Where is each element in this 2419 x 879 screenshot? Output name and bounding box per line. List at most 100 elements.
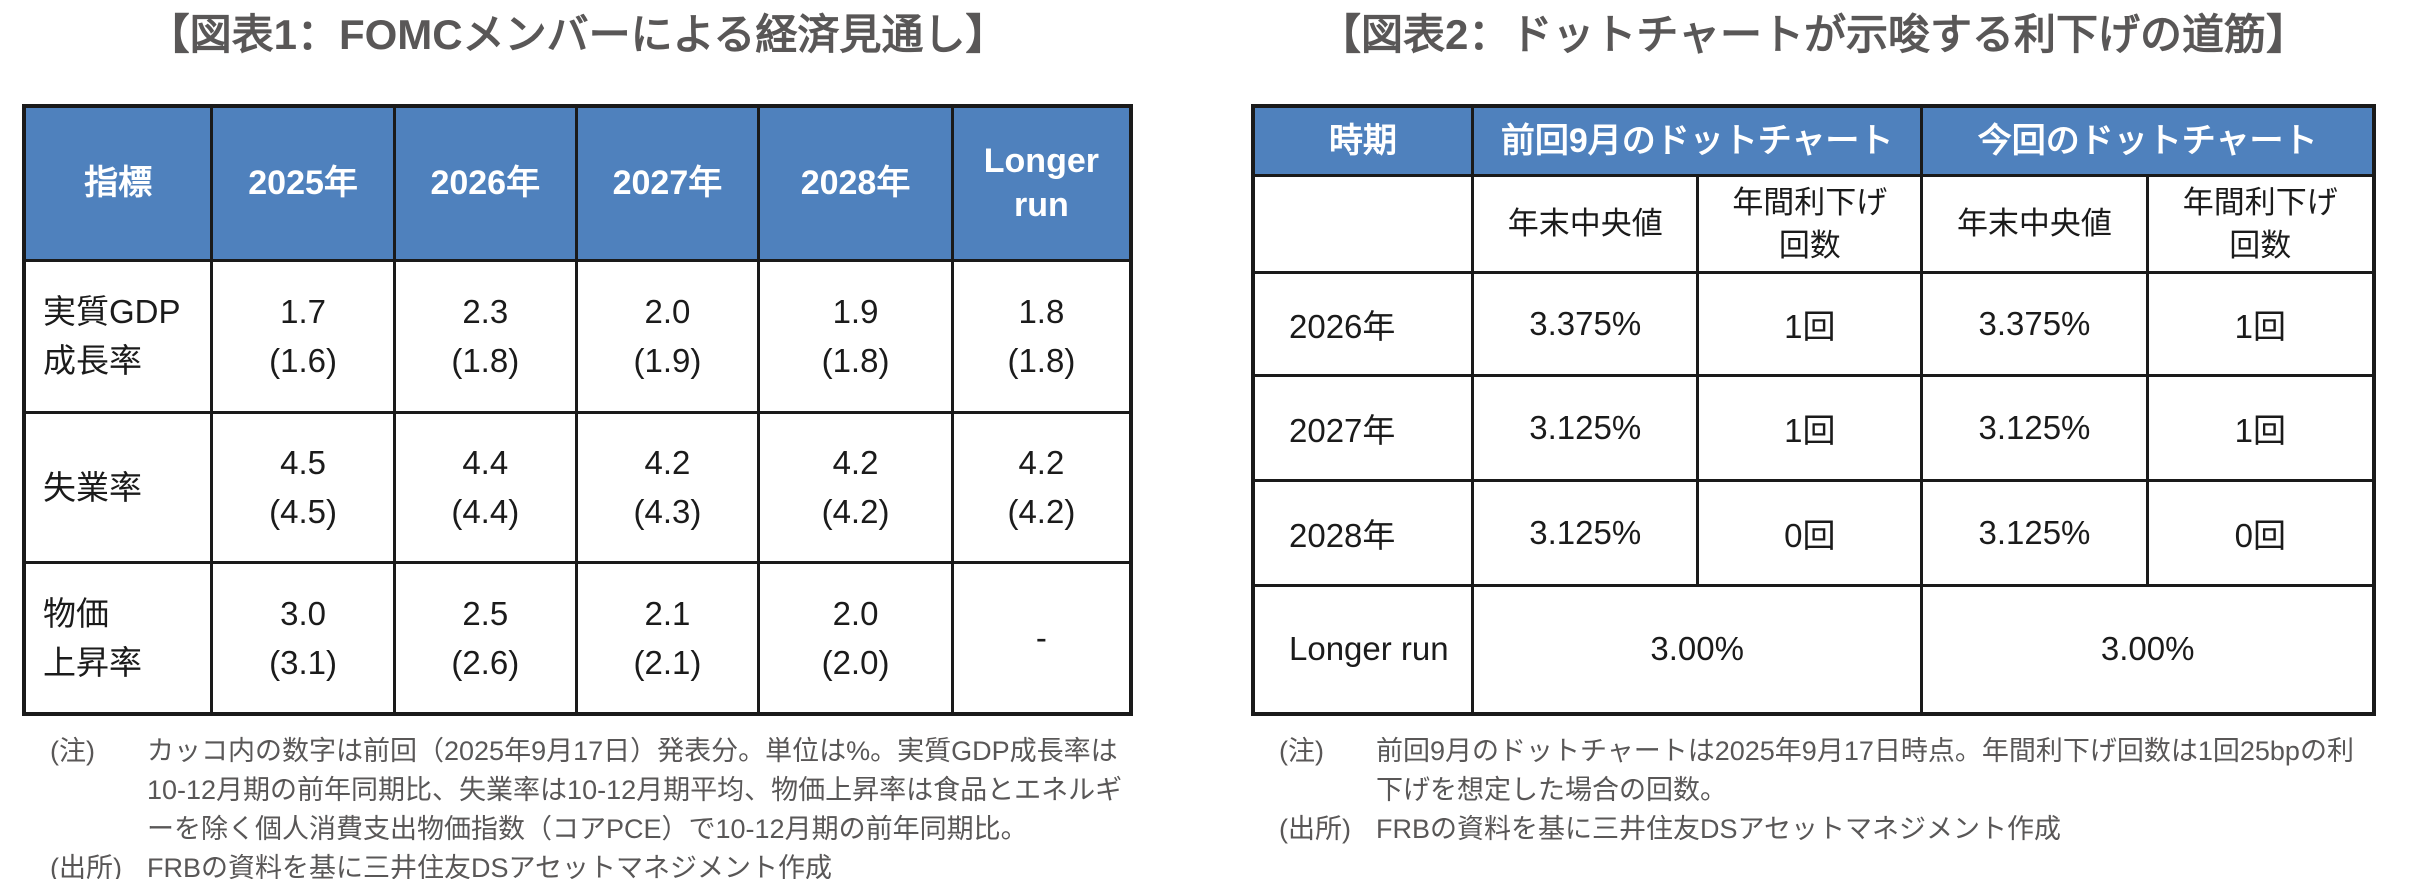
row-label-line2: 成長率	[43, 342, 142, 379]
row-label-line1: 物価	[43, 594, 109, 632]
previous-value-line: (2.6)	[451, 643, 520, 681]
cell-2028-current-median: 3.125%	[1920, 478, 2149, 587]
figure2-header-current-dot-chart: 今回のドットチャート	[1920, 104, 2376, 177]
subheader-line2: 回数	[1778, 227, 1841, 263]
figure1-source: (出所) FRBの資料を基に三井住友DSアセットマネジメント作成	[22, 849, 1133, 879]
row-label-line1: 実質GDP	[43, 293, 181, 330]
value-line: 4.4	[462, 444, 509, 481]
previous-value-line: (1.8)	[1007, 342, 1076, 379]
subheader-current-annual-rate-cuts: 年間利下げ 回数	[2145, 173, 2376, 274]
cell-inflation-2028: 2.0 (2.0)	[757, 560, 954, 716]
subheader-current-year-end-median: 年末中央値	[1920, 173, 2149, 274]
subheader-prev-annual-rate-cuts: 年間利下げ 回数	[1696, 173, 1924, 274]
figure1-header-longer-run: Longer run	[950, 104, 1133, 262]
period-label-2027: 2027年	[1251, 373, 1475, 482]
row-label-line2: 上昇率	[43, 643, 142, 681]
source-label: (出所)	[50, 853, 122, 879]
note-text: カッコ内の数字は前回（2025年9月17日）発表分。単位は%。実質GDP成長率は…	[147, 736, 1123, 844]
figure2-table: 時期 前回9月のドットチャート 今回のドットチャート 年末中央値 年間利下げ 回…	[1251, 104, 2376, 716]
row-label-line1: 失業率	[43, 468, 142, 506]
cell-2027-current-cuts: 1回	[2145, 373, 2376, 482]
source-text: FRBの資料を基に三井住友DSアセットマネジメント作成	[1376, 814, 2061, 844]
figure2-source: (出所) FRBの資料を基に三井住友DSアセットマネジメント作成	[1251, 810, 2376, 849]
subheader-line1: 年間利下げ	[2182, 184, 2338, 220]
previous-value-line: (4.2)	[1007, 493, 1076, 530]
value-line: 1.9	[832, 293, 879, 330]
figure2-header-period: 時期	[1251, 104, 1475, 177]
value-line: -	[1035, 619, 1047, 657]
figure2-row-2026: 2026年 3.375% 1回 3.375% 1回	[1251, 270, 2376, 377]
row-label-real-gdp-growth: 実質GDP 成長率	[22, 258, 214, 414]
value-line: 4.2	[1018, 444, 1065, 481]
cell-2027-current-median: 3.125%	[1920, 373, 2149, 482]
figure2-title: 【図表2：ドットチャートが示唆する利下げの道筋】	[1319, 11, 2308, 58]
period-label-2026: 2026年	[1251, 270, 1475, 377]
value-line: 2.3	[462, 293, 509, 330]
note-label: (注)	[1279, 736, 1324, 766]
cell-gdp-2027: 2.0 (1.9)	[574, 258, 761, 414]
figure2-row-2027: 2027年 3.125% 1回 3.125% 1回	[1251, 373, 2376, 482]
figure1-row-unemployment: 失業率 4.5 (4.5) 4.4 (4.4) 4.2 (4.3)	[22, 410, 1133, 564]
note-text: 前回9月のドットチャートは2025年9月17日時点。年間利下げ回数は1回25bp…	[1376, 736, 2354, 805]
previous-value-line: (4.3)	[633, 493, 702, 530]
value-line: 2.5	[462, 594, 509, 632]
value-line: 4.5	[280, 444, 327, 481]
value-line: 1.7	[280, 293, 327, 330]
cell-2028-prev-median: 3.125%	[1471, 478, 1700, 587]
cell-2026-prev-cuts: 1回	[1696, 270, 1924, 377]
cell-2026-current-cuts: 1回	[2145, 270, 2376, 377]
cell-inflation-longer-run: -	[950, 560, 1133, 716]
previous-value-line: (1.9)	[633, 342, 702, 379]
row-label-inflation-rate: 物価 上昇率	[22, 560, 214, 716]
figure2-panel: 【図表2：ドットチャートが示唆する利下げの道筋】 時期 前回9月のドットチャート…	[1251, 0, 2376, 849]
cell-unemployment-2028: 4.2 (4.2)	[757, 410, 954, 564]
figure2-subheader-row: 年末中央値 年間利下げ 回数 年末中央値 年間利下げ 回数	[1251, 173, 2376, 274]
source-text: FRBの資料を基に三井住友DSアセットマネジメント作成	[147, 853, 832, 879]
previous-value-line: (2.0)	[821, 643, 890, 681]
cell-gdp-2028: 1.9 (1.8)	[757, 258, 954, 414]
value-line: 3.0	[280, 594, 327, 632]
figure1-row-gdp: 実質GDP 成長率 1.7 (1.6) 2.3 (1.8) 2.0 (1.9)	[22, 258, 1133, 414]
previous-value-line: (1.8)	[821, 342, 890, 379]
cell-2027-prev-median: 3.125%	[1471, 373, 1700, 482]
previous-value-line: (4.4)	[451, 493, 520, 530]
figure2-row-2028: 2028年 3.125% 0回 3.125% 0回	[1251, 478, 2376, 587]
figure1-header-2027: 2027年	[574, 104, 761, 262]
cell-gdp-longer-run: 1.8 (1.8)	[950, 258, 1133, 414]
value-line: 2.1	[644, 594, 691, 632]
figure1-header-row: 指標 2025年 2026年 2027年 2028年 Longer run	[22, 104, 1133, 262]
cell-2026-current-median: 3.375%	[1920, 270, 2149, 377]
cell-unemployment-2026: 4.4 (4.4)	[392, 410, 578, 564]
cell-inflation-2027: 2.1 (2.1)	[574, 560, 761, 716]
figure1-table: 指標 2025年 2026年 2027年 2028年 Longer run 実質…	[22, 104, 1133, 716]
figure2-row-longer-run: Longer run 3.00% 3.00%	[1251, 583, 2376, 716]
subheader-prev-year-end-median: 年末中央値	[1471, 173, 1700, 274]
previous-value-line: (1.6)	[269, 342, 338, 379]
figure1-notes: (注) カッコ内の数字は前回（2025年9月17日）発表分。単位は%。実質GDP…	[22, 732, 1133, 879]
figure2-note: (注) 前回9月のドットチャートは2025年9月17日時点。年間利下げ回数は1回…	[1251, 732, 2376, 810]
cell-2028-prev-cuts: 0回	[1696, 478, 1924, 587]
figure2-notes: (注) 前回9月のドットチャートは2025年9月17日時点。年間利下げ回数は1回…	[1251, 732, 2376, 849]
figure2-header-previous-dot-chart: 前回9月のドットチャート	[1471, 104, 1924, 177]
subheader-empty-cell	[1251, 173, 1475, 274]
cell-unemployment-2027: 4.2 (4.3)	[574, 410, 761, 564]
period-label-2028: 2028年	[1251, 478, 1475, 587]
value-line: 1.8	[1018, 293, 1065, 330]
figure1-note: (注) カッコ内の数字は前回（2025年9月17日）発表分。単位は%。実質GDP…	[22, 732, 1133, 849]
figure1-row-inflation: 物価 上昇率 3.0 (3.1) 2.5 (2.6) 2.1 (2.1)	[22, 560, 1133, 716]
cell-gdp-2026: 2.3 (1.8)	[392, 258, 578, 414]
source-label: (出所)	[1279, 814, 1351, 844]
cell-2026-prev-median: 3.375%	[1471, 270, 1700, 377]
subheader-line2: 回数	[2229, 227, 2292, 263]
figure1-panel: 【図表1：FOMCメンバーによる経済見通し】 指標 2025年 2026年 20…	[22, 0, 1133, 879]
cell-longer-run-prev: 3.00%	[1471, 583, 1924, 716]
figure1-header-2025: 2025年	[210, 104, 396, 262]
value-line: 2.0	[644, 293, 691, 330]
cell-2028-current-cuts: 0回	[2145, 478, 2376, 587]
value-line: 4.2	[832, 444, 879, 481]
previous-value-line: (3.1)	[269, 643, 338, 681]
cell-inflation-2025: 3.0 (3.1)	[210, 560, 396, 716]
figure1-header-indicator: 指標	[22, 104, 214, 262]
cell-inflation-2026: 2.5 (2.6)	[392, 560, 578, 716]
value-line: 4.2	[644, 444, 691, 481]
